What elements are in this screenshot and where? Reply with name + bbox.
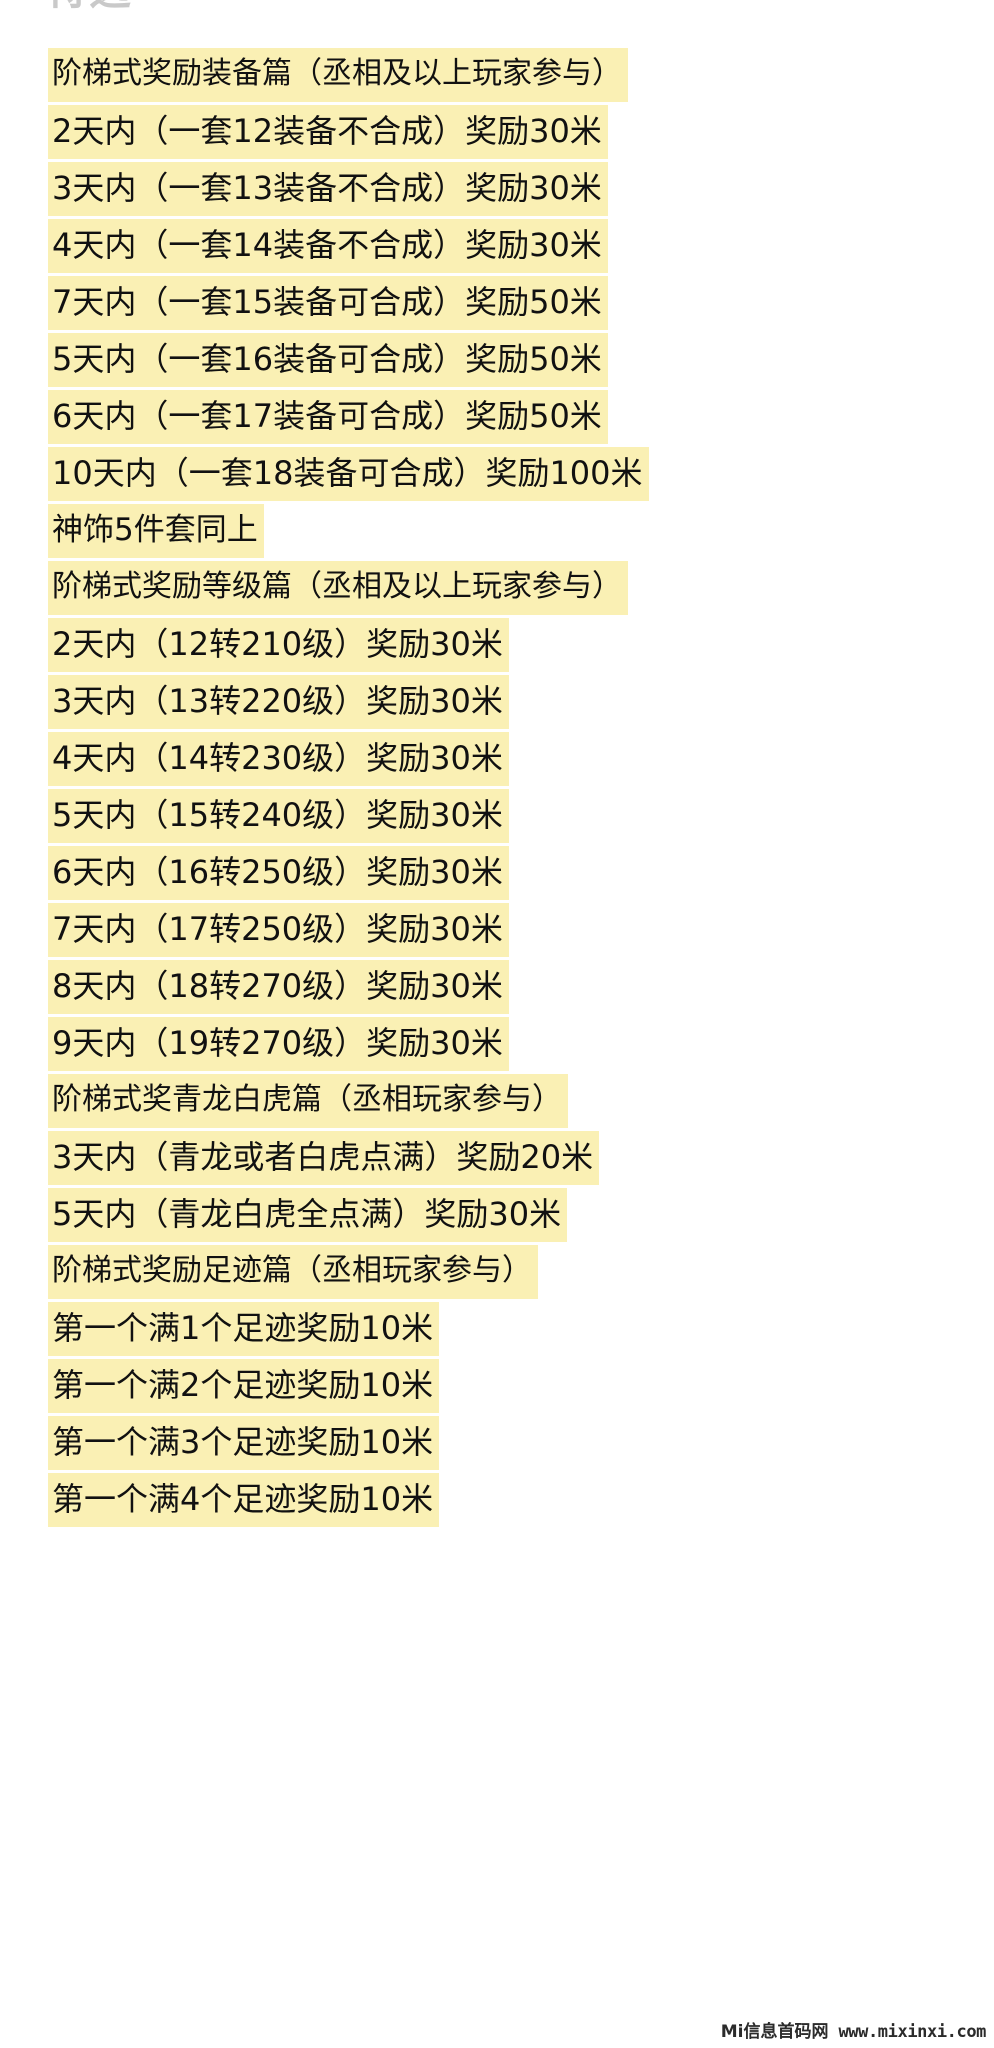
reward-rule-row: 第一个满3个足迹奖励10米	[0, 1416, 994, 1473]
section-heading: 阶梯式奖励足迹篇（丞相玩家参与）	[0, 1245, 994, 1302]
reward-rule-text: 4天内（一套14装备不合成）奖励30米	[48, 219, 608, 273]
reward-rule-text: 7天内（17转250级）奖励30米	[48, 903, 509, 957]
reward-rule-text: 2天内（一套12装备不合成）奖励30米	[48, 105, 608, 159]
reward-rule-row: 4天内（14转230级）奖励30米	[0, 732, 994, 789]
section-heading: 阶梯式奖励等级篇（丞相及以上玩家参与）	[0, 561, 994, 618]
reward-rule-text: 4天内（14转230级）奖励30米	[48, 732, 509, 786]
reward-rule-row: 3天内（13转220级）奖励30米	[0, 675, 994, 732]
reward-rule-row: 神饰5件套同上	[0, 504, 994, 561]
section-heading-text: 阶梯式奖励足迹篇（丞相玩家参与）	[48, 1245, 538, 1299]
reward-rule-row: 2天内（一套12装备不合成）奖励30米	[0, 105, 994, 162]
reward-rule-row: 6天内（16转250级）奖励30米	[0, 846, 994, 903]
reward-rule-text: 7天内（一套15装备可合成）奖励50米	[48, 276, 608, 330]
section-heading: 阶梯式奖励装备篇（丞相及以上玩家参与）	[0, 48, 994, 105]
reward-rules-list: 阶梯式奖励装备篇（丞相及以上玩家参与） 2天内（一套12装备不合成）奖励30米 3天…	[0, 48, 994, 1530]
reward-rule-row: 5天内（15转240级）奖励30米	[0, 789, 994, 846]
section-heading-text: 阶梯式奖励等级篇（丞相及以上玩家参与）	[48, 561, 628, 615]
reward-rule-row: 第一个满1个足迹奖励10米	[0, 1302, 994, 1359]
reward-rule-text: 5天内（青龙白虎全点满）奖励30米	[48, 1188, 568, 1242]
reward-rule-text: 5天内（一套16装备可合成）奖励50米	[48, 333, 608, 387]
reward-rule-row: 7天内（17转250级）奖励30米	[0, 903, 994, 960]
clipped-page-heading: 特选	[45, 0, 133, 14]
reward-rule-text: 第一个满1个足迹奖励10米	[48, 1302, 440, 1356]
reward-rule-text: 6天内（一套17装备可合成）奖励50米	[48, 390, 608, 444]
reward-rule-text: 3天内（一套13装备不合成）奖励30米	[48, 162, 608, 216]
reward-rule-text: 5天内（15转240级）奖励30米	[48, 789, 509, 843]
reward-rule-row: 5天内（一套16装备可合成）奖励50米	[0, 333, 994, 390]
reward-rule-text: 神饰5件套同上	[48, 504, 264, 558]
reward-rule-row: 9天内（19转270级）奖励30米	[0, 1017, 994, 1074]
reward-rule-text: 10天内（一套18装备可合成）奖励100米	[48, 447, 649, 501]
reward-rule-text: 第一个满2个足迹奖励10米	[48, 1359, 440, 1413]
reward-rule-row: 3天内（一套13装备不合成）奖励30米	[0, 162, 994, 219]
section-heading-text: 阶梯式奖励装备篇（丞相及以上玩家参与）	[48, 48, 628, 102]
reward-rule-row: 第一个满4个足迹奖励10米	[0, 1473, 994, 1530]
reward-rule-text: 8天内（18转270级）奖励30米	[48, 960, 509, 1014]
reward-rule-text: 6天内（16转250级）奖励30米	[48, 846, 509, 900]
reward-rule-text: 9天内（19转270级）奖励30米	[48, 1017, 509, 1071]
reward-rule-text: 2天内（12转210级）奖励30米	[48, 618, 509, 672]
watermark-brand: Mi信息首码网	[720, 2022, 829, 2042]
section-heading-text: 阶梯式奖青龙白虎篇（丞相玩家参与）	[48, 1074, 568, 1128]
watermark-url: www.mixinxi.com	[838, 2022, 986, 2042]
section-heading: 阶梯式奖青龙白虎篇（丞相玩家参与）	[0, 1074, 994, 1131]
reward-rule-text: 3天内（青龙或者白虎点满）奖励20米	[48, 1131, 600, 1185]
site-watermark: Mi信息首码网 www.mixinxi.com	[720, 2017, 987, 2042]
reward-rule-row: 3天内（青龙或者白虎点满）奖励20米	[0, 1131, 994, 1188]
reward-rule-text: 第一个满3个足迹奖励10米	[48, 1416, 440, 1470]
reward-rule-text: 第一个满4个足迹奖励10米	[48, 1473, 440, 1527]
reward-rule-row: 2天内（12转210级）奖励30米	[0, 618, 994, 675]
reward-rule-row: 第一个满2个足迹奖励10米	[0, 1359, 994, 1416]
reward-rule-text: 3天内（13转220级）奖励30米	[48, 675, 509, 729]
reward-rule-row: 4天内（一套14装备不合成）奖励30米	[0, 219, 994, 276]
reward-rule-row: 10天内（一套18装备可合成）奖励100米	[0, 447, 994, 504]
reward-rule-row: 5天内（青龙白虎全点满）奖励30米	[0, 1188, 994, 1245]
reward-rule-row: 7天内（一套15装备可合成）奖励50米	[0, 276, 994, 333]
reward-rule-row: 6天内（一套17装备可合成）奖励50米	[0, 390, 994, 447]
reward-rule-row: 8天内（18转270级）奖励30米	[0, 960, 994, 1017]
